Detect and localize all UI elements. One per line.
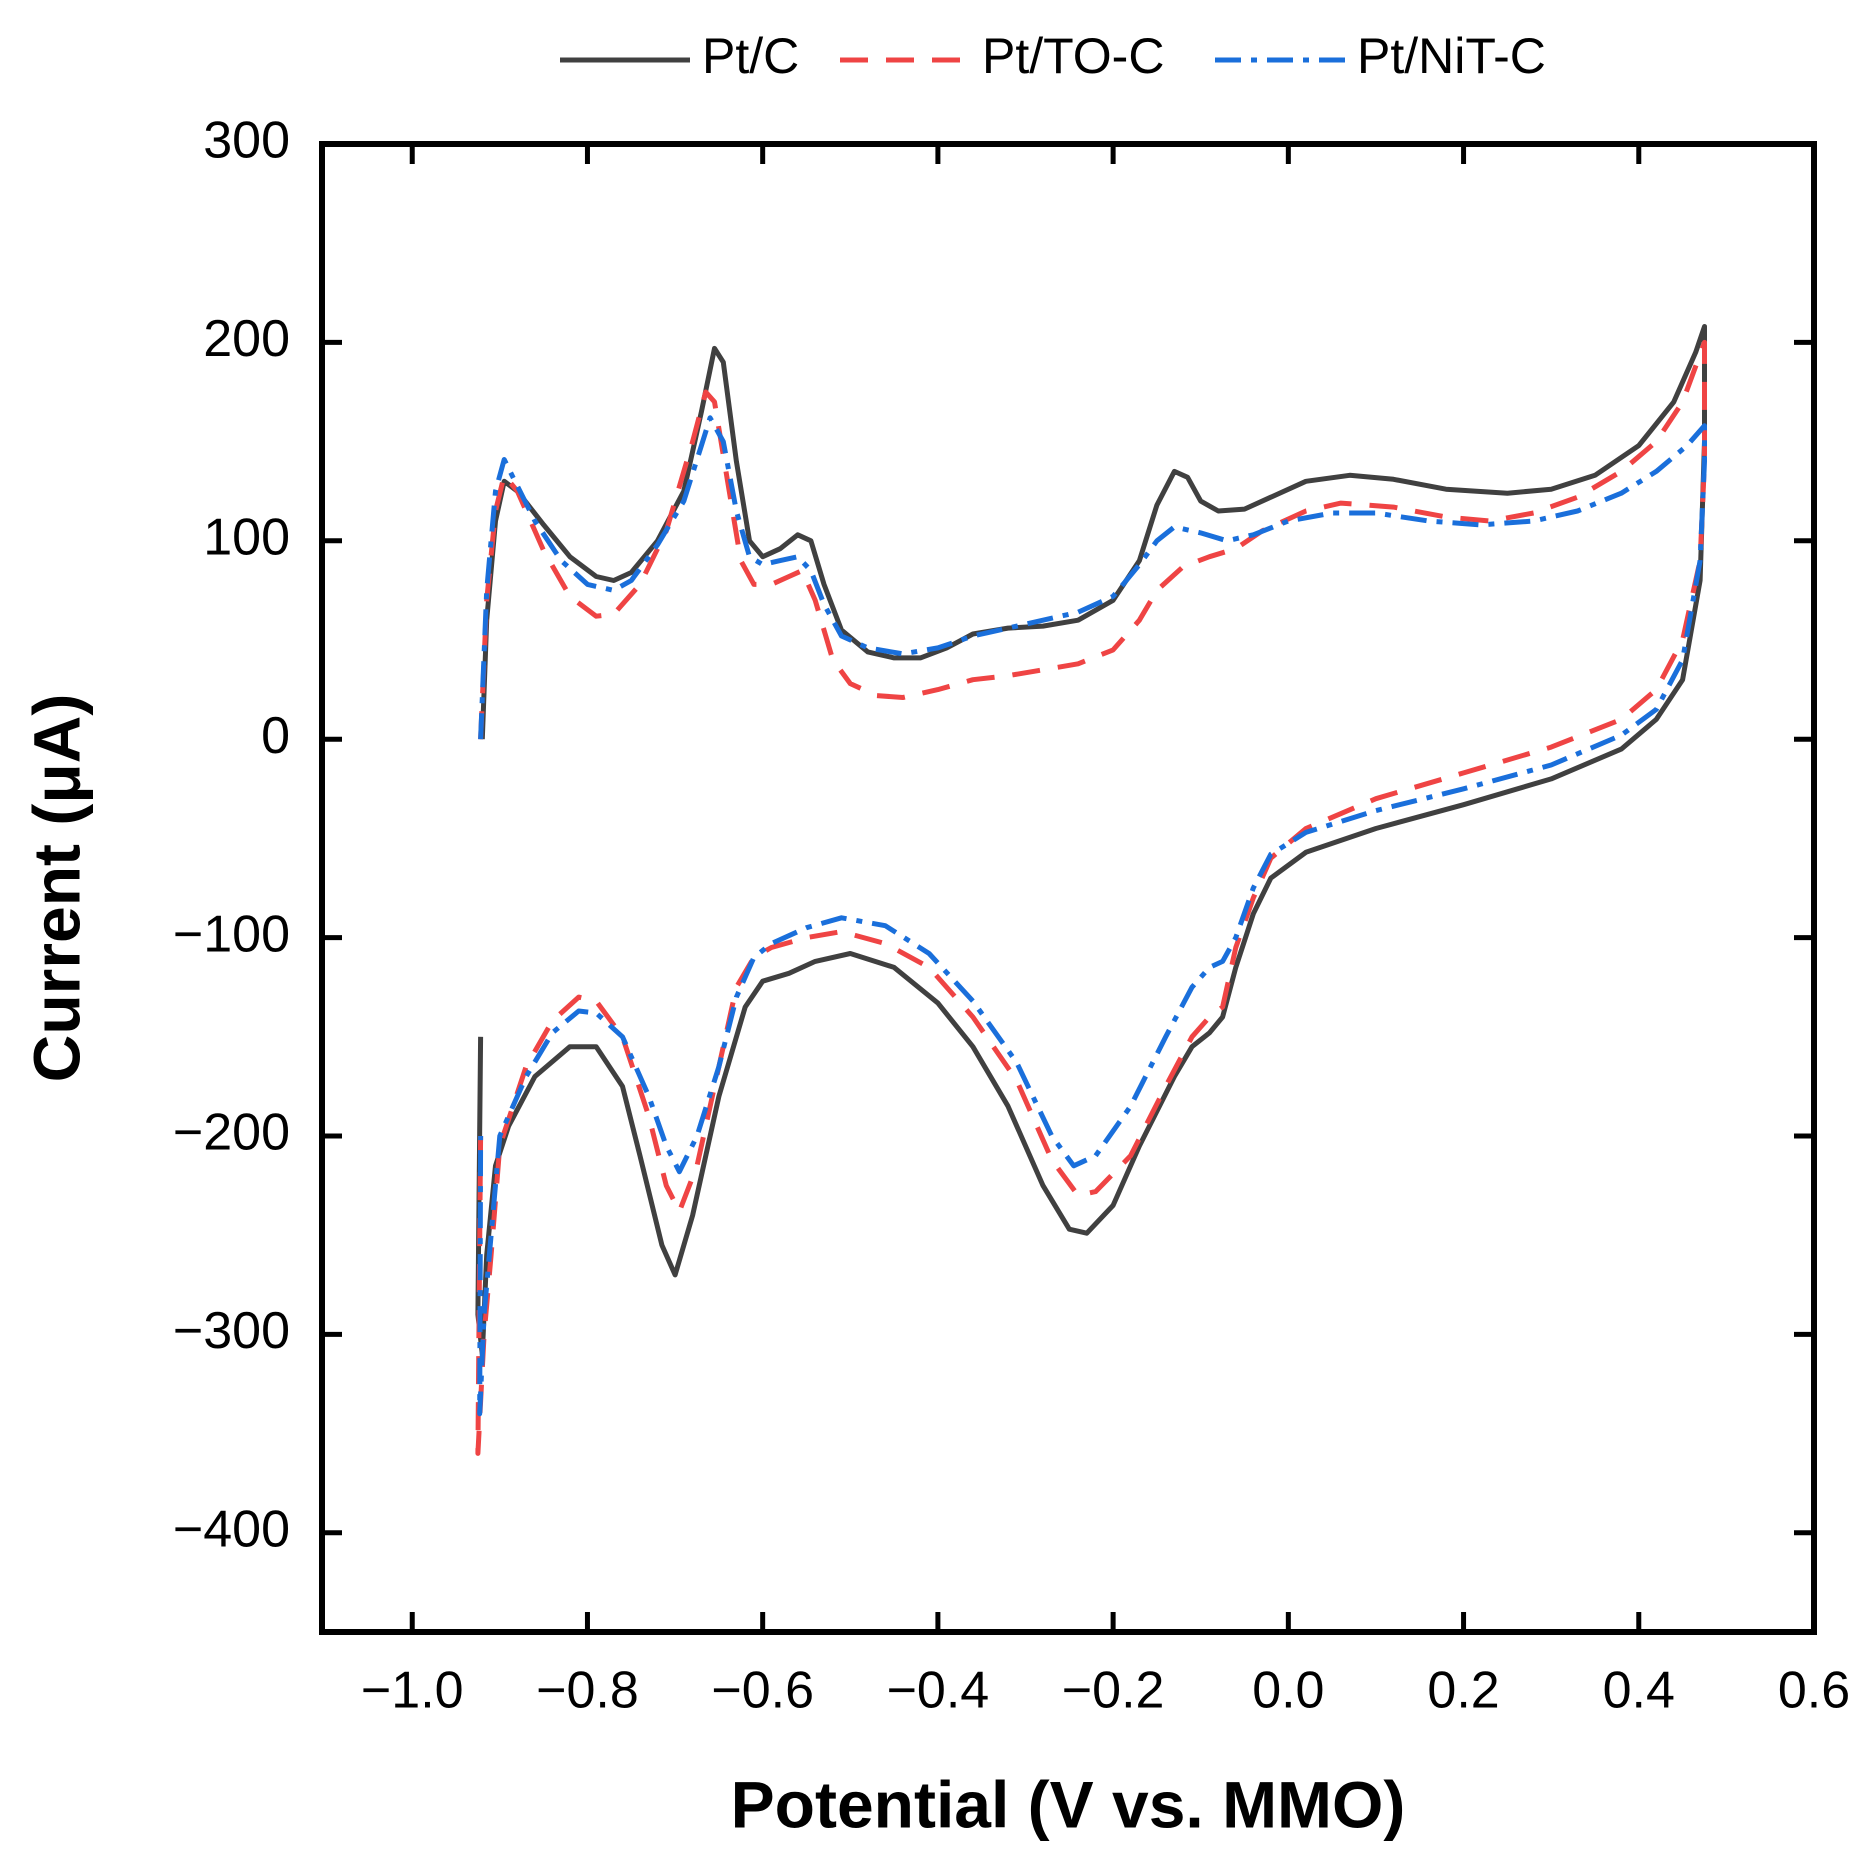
x-tick-label: 0.6 xyxy=(1778,1662,1850,1720)
x-tick-label: 0.0 xyxy=(1252,1662,1324,1720)
legend-label: Pt/C xyxy=(702,28,799,84)
x-tick-label: 0.4 xyxy=(1603,1662,1675,1720)
cv-curve xyxy=(475,324,1707,1357)
y-axis-title: Current (μA) xyxy=(19,694,93,1083)
x-tick-label: −0.2 xyxy=(1062,1662,1165,1720)
cv-curve xyxy=(475,339,1707,1456)
x-tick-label: −0.8 xyxy=(536,1662,639,1720)
y-tick-label: 0 xyxy=(261,707,290,765)
y-tick-label: 300 xyxy=(203,112,290,170)
x-tick-label: −1.0 xyxy=(361,1662,464,1720)
legend-label: Pt/TO-C xyxy=(982,28,1164,84)
legend-label: Pt/NiT-C xyxy=(1357,28,1546,84)
x-tick-label: 0.2 xyxy=(1427,1662,1499,1720)
y-tick-label: −200 xyxy=(173,1104,290,1162)
cv-curve xyxy=(477,415,1707,1417)
x-tick-label: −0.6 xyxy=(711,1662,814,1720)
y-tick-label: 200 xyxy=(203,310,290,368)
y-tick-label: −300 xyxy=(173,1302,290,1360)
y-tick-label: −400 xyxy=(173,1501,290,1559)
plot-frame xyxy=(319,141,1817,1635)
y-tick-label: −100 xyxy=(173,905,290,963)
x-axis-title: Potential (V vs. MMO) xyxy=(731,1767,1406,1841)
y-tick-label: 100 xyxy=(203,509,290,567)
x-tick-label: −0.4 xyxy=(887,1662,990,1720)
